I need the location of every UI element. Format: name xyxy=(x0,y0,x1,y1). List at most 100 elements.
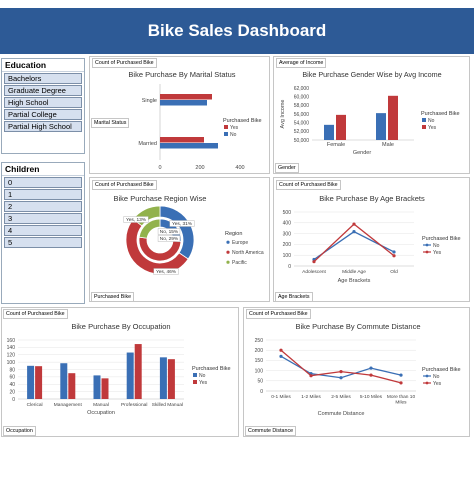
region-data-label-box-5 xyxy=(123,216,149,223)
occupation-bar-no-1 xyxy=(60,363,68,399)
region-data-label-box-3 xyxy=(169,220,195,227)
age-legend-title: Purchased Bike xyxy=(422,236,461,242)
age-point-no-2 xyxy=(392,250,396,254)
age-chart: Bike Purchase By Age Brackets 0 100 200 300 4… xyxy=(283,194,461,284)
region-data-label-5: Yes, 13% xyxy=(126,217,147,223)
occupation-y-tick-5: 100 xyxy=(7,360,16,366)
commute-point-no-2 xyxy=(339,376,343,380)
region-slice-inner-2 xyxy=(138,218,161,239)
commute-count-tag[interactable]: Count of Purchased Bike xyxy=(246,309,311,319)
commute-legend-marker-no xyxy=(425,374,429,378)
gender-y-tick-3: 56,000 xyxy=(294,112,310,118)
occupation-bar-yes-3 xyxy=(134,344,142,399)
commute-point-no-3 xyxy=(369,366,373,370)
commute-chart-title: Bike Purchase By Commute Distance xyxy=(295,322,420,331)
occupation-bar-yes-4 xyxy=(167,359,175,399)
commute-point-yes-1 xyxy=(309,374,313,378)
commute-line-no xyxy=(280,355,402,379)
slicer-item-children-1[interactable]: 1 xyxy=(4,189,82,200)
occupation-y-tick-4: 80 xyxy=(9,367,15,373)
slicer-item-children-4[interactable]: 4 xyxy=(4,225,82,236)
occupation-category-label-1: Management xyxy=(54,402,83,408)
age-point-yes-0 xyxy=(312,260,316,264)
age-y-tick-3: 300 xyxy=(283,231,292,237)
occupation-filter-tag[interactable]: Occupation xyxy=(3,426,36,436)
occupation-bar-yes-0 xyxy=(35,366,43,399)
region-data-label-0: No, 15% xyxy=(160,229,179,235)
education-slicer-title: Education xyxy=(2,59,84,72)
occupation-bar-yes-2 xyxy=(101,378,109,399)
commute-chart: Bike Purchase By Commute Distance 0 50 100 1… xyxy=(255,322,461,417)
gender-y-tick-5: 60,000 xyxy=(294,94,310,100)
marital-bar-no-0 xyxy=(160,100,207,106)
gender-y-tick-2: 54,000 xyxy=(294,120,310,126)
marital-legend-label-no: No xyxy=(230,132,237,138)
age-legend-label-yes: Yes xyxy=(433,250,442,256)
occupation-panel: Count of Purchased Bike Occupation Bike … xyxy=(1,307,239,437)
occupation-count-tag[interactable]: Count of Purchased Bike xyxy=(3,309,68,319)
age-legend-marker-yes xyxy=(425,250,429,254)
region-legend-title: Region xyxy=(225,231,242,237)
age-filter-tag[interactable]: Age Brackets xyxy=(275,292,313,302)
region-data-label-box-1 xyxy=(157,235,181,242)
marital-legend-swatch-yes xyxy=(224,125,228,129)
marital-count-tag[interactable]: Count of Purchased Bike xyxy=(92,58,157,68)
marital-legend-label-yes: Yes xyxy=(230,125,239,131)
age-y-tick-0: 0 xyxy=(288,264,291,270)
occupation-bar-no-3 xyxy=(126,352,134,399)
gender-y-tick-1: 52,000 xyxy=(294,129,310,135)
occupation-bar-yes-1 xyxy=(68,373,76,399)
occupation-chart-title: Bike Purchase By Occupation xyxy=(71,322,170,331)
slicer-item-partial-high-school[interactable]: Partial High School xyxy=(4,121,82,132)
gender-y-tick-4: 58,000 xyxy=(294,103,310,109)
marital-legend-swatch-no xyxy=(224,132,228,136)
slicer-item-partial-college[interactable]: Partial College xyxy=(4,109,82,120)
region-count-tag[interactable]: Count of Purchased Bike xyxy=(92,180,157,190)
commute-legend-title: Purchased Bike xyxy=(422,367,461,373)
region-filter-tag[interactable]: Purchased Bike xyxy=(91,292,135,302)
marital-category-label-1: Married xyxy=(138,141,157,147)
occupation-legend-swatch-yes xyxy=(193,380,197,384)
occupation-legend-label-no: No xyxy=(199,373,206,379)
region-legend-label-0: Europe xyxy=(232,240,248,246)
slicer-item-children-5[interactable]: 5 xyxy=(4,237,82,248)
gender-chart: Bike Purchase Gender Wise by Avg Income 5… xyxy=(280,70,460,156)
marital-x-tick-1: 200 xyxy=(195,165,204,171)
gender-legend-swatch-no xyxy=(422,118,426,122)
slicer-item-graduate-degree[interactable]: Graduate Degree xyxy=(4,85,82,96)
commute-legend-label-no: No xyxy=(433,374,440,380)
occupation-y-tick-7: 140 xyxy=(7,345,16,351)
marital-filter-tag[interactable]: Marital Status xyxy=(91,118,130,128)
age-y-tick-5: 500 xyxy=(283,210,292,216)
slicer-item-children-2[interactable]: 2 xyxy=(4,201,82,212)
occupation-category-label-4: Skilled Manual xyxy=(152,402,183,408)
slicer-item-children-3[interactable]: 3 xyxy=(4,213,82,224)
marital-panel: Count of Purchased Bike Marital Status B… xyxy=(89,56,270,174)
commute-filter-tag[interactable]: Commute Distance xyxy=(245,426,297,436)
occupation-bar-no-2 xyxy=(93,375,101,399)
slicer-item-children-0[interactable]: 0 xyxy=(4,177,82,188)
gender-category-label-0: Female xyxy=(327,142,345,148)
slicer-item-bachelors[interactable]: Bachelors xyxy=(4,73,82,84)
gender-value-tag[interactable]: Average of Income xyxy=(276,58,327,68)
age-point-yes-2 xyxy=(392,254,396,258)
region-chart: Bike Purchase Region Wise No, 15%No, 29% Y… xyxy=(114,194,264,275)
commute-legend-label-yes: Yes xyxy=(433,381,442,387)
region-data-label-1: No, 29% xyxy=(160,236,179,242)
region-legend-marker-1 xyxy=(226,250,230,254)
occupation-y-tick-0: 0 xyxy=(12,397,15,403)
region-data-label-4: Yes, 46% xyxy=(156,269,177,275)
age-count-tag[interactable]: Count of Purchased Bike xyxy=(276,180,341,190)
marital-category-label-0: Single xyxy=(142,98,157,104)
region-legend-label-1: North America xyxy=(232,250,264,256)
children-slicer: Children 0 1 2 3 4 5 xyxy=(1,162,85,304)
children-slicer-title: Children xyxy=(2,163,84,176)
gender-filter-tag[interactable]: Gender xyxy=(275,163,299,173)
commute-panel: Count of Purchased Bike Commute Distance… xyxy=(243,307,470,437)
gender-chart-title: Bike Purchase Gender Wise by Avg Income xyxy=(302,70,441,79)
region-data-label-box-4 xyxy=(153,268,179,275)
age-legend-marker-no xyxy=(425,243,429,247)
occupation-category-label-0: Clerical xyxy=(27,402,43,408)
slicer-item-high-school[interactable]: High School xyxy=(4,97,82,108)
marital-x-tick-0: 0 xyxy=(158,165,161,171)
